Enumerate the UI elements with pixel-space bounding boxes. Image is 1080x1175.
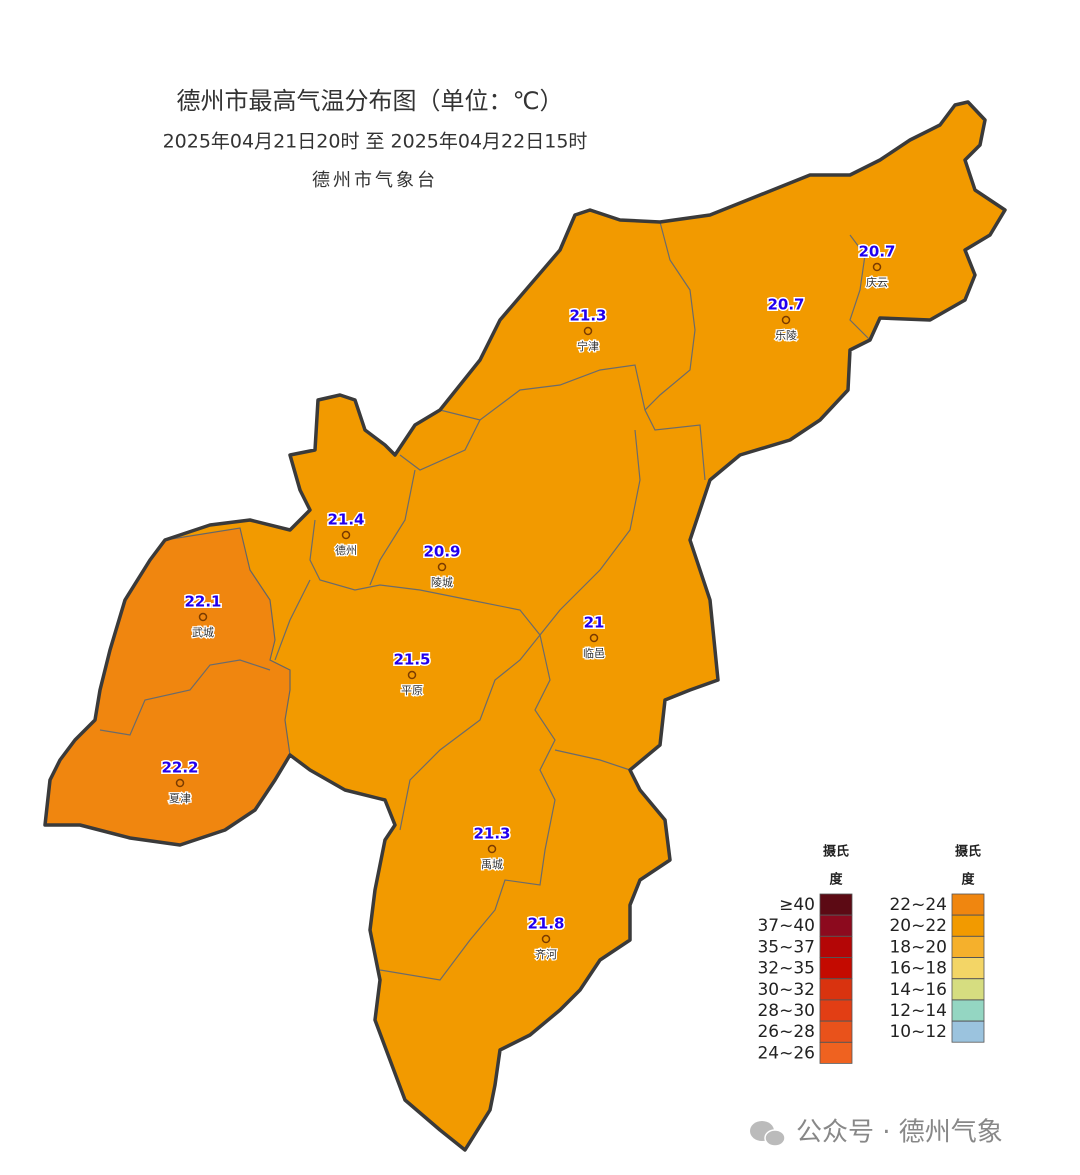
station-name: 庆云	[866, 275, 888, 289]
legend-label: 12~14	[889, 1001, 947, 1021]
legend-swatch	[819, 1020, 853, 1043]
legend-label: 10~12	[889, 1022, 947, 1042]
border	[849, 234, 871, 341]
station-dot	[175, 778, 185, 788]
legend-label: 28~30	[757, 1001, 815, 1021]
station-name: 禹城	[481, 858, 503, 871]
station-value: 22.1	[184, 593, 221, 611]
map-subtitle: 2025年04月21日20时 至 2025年04月22日15时	[163, 131, 588, 153]
station-name: 武城	[192, 626, 214, 639]
station-dot	[589, 633, 599, 643]
station-name: 齐河	[535, 947, 557, 961]
outline	[43, 100, 1007, 1152]
station-name: 夏津	[169, 792, 191, 805]
legend-swatch	[819, 936, 853, 958]
station-value: 20.7	[767, 296, 804, 314]
border	[399, 419, 481, 471]
station-value: 21.4	[327, 511, 364, 529]
station-dot	[872, 262, 882, 272]
station-dot	[583, 326, 593, 336]
station-name: 平原	[401, 684, 423, 697]
station-dot	[437, 562, 447, 572]
station-value: 20.7	[858, 243, 895, 261]
border	[644, 221, 696, 411]
legend-label: 16~18	[889, 959, 947, 979]
watermark: 公众号 · 德州气象	[796, 1118, 1003, 1148]
county-borders	[99, 221, 871, 981]
station-name: 临邑	[583, 646, 605, 660]
station-name: 德州	[335, 543, 357, 557]
border	[399, 634, 541, 831]
legend-title: 度	[961, 872, 975, 888]
legend-label: ≥40	[779, 895, 815, 915]
border	[439, 364, 706, 481]
station-dot	[541, 934, 551, 944]
legend-label: 26~28	[757, 1022, 815, 1042]
legend-swatch	[951, 936, 985, 958]
station-name: 乐陵	[775, 329, 797, 342]
legend-label: 24~26	[757, 1043, 815, 1063]
legend-swatch	[951, 1020, 985, 1043]
station-dot	[198, 612, 208, 622]
watermark-group: 公众号 · 德州气象	[750, 1118, 1003, 1148]
legend-swatch	[819, 1042, 853, 1064]
border	[309, 429, 641, 636]
legend-swatch	[951, 978, 985, 1001]
station-dot	[341, 530, 351, 540]
border	[274, 579, 311, 661]
legend-title: 摄氏	[823, 844, 849, 860]
legend-swatch	[951, 999, 985, 1022]
legend-title: 摄氏	[955, 844, 981, 860]
legend-label: 20~22	[889, 916, 947, 936]
station-value: 21	[584, 614, 605, 632]
legend-label: 35~37	[757, 937, 815, 957]
legend-swatch	[951, 914, 985, 937]
legend-label: 22~24	[889, 895, 947, 915]
agency: 德州市气象台	[312, 170, 438, 191]
legend-swatch	[819, 957, 853, 979]
legend-swatch	[819, 893, 853, 916]
legend-swatch	[951, 957, 985, 979]
station-dot	[781, 315, 791, 325]
legend-swatch	[819, 999, 853, 1022]
legend-swatch	[951, 893, 985, 916]
station-value: 21.5	[393, 651, 430, 669]
stations: 20.7 庆云 20.7 乐陵 21.3 宁津 21.4 德州 20.9 陵城 22.1 武城 21 临邑…	[160, 241, 897, 962]
station-name: 宁津	[577, 339, 599, 353]
legend-label: 32~35	[757, 959, 815, 979]
legend-title: 度	[829, 872, 843, 888]
legend-swatch	[819, 978, 853, 1001]
legend: 摄氏度 ≥4037~4035~3732~3530~3228~3026~2824~2…	[757, 844, 985, 1064]
station-name: 陵城	[431, 576, 453, 589]
border	[554, 749, 631, 771]
station-value: 22.2	[161, 759, 198, 777]
wechat-icon	[764, 1129, 786, 1147]
border	[369, 469, 416, 586]
legend-swatch	[819, 914, 853, 937]
border	[379, 634, 556, 981]
station-value: 21.3	[569, 307, 606, 325]
station-value: 20.9	[423, 543, 460, 561]
map-title: 德州市最高气温分布图（单位：℃）	[177, 87, 564, 115]
legend-label: 14~16	[889, 980, 947, 1000]
legend-label: 30~32	[757, 980, 815, 1000]
station-dot	[487, 844, 497, 854]
legend-label: 18~20	[889, 937, 947, 957]
legend-label: 37~40	[757, 916, 815, 936]
station-value: 21.8	[527, 915, 564, 933]
border	[99, 659, 271, 736]
station-value: 21.3	[473, 825, 510, 843]
station-dot	[407, 670, 417, 680]
